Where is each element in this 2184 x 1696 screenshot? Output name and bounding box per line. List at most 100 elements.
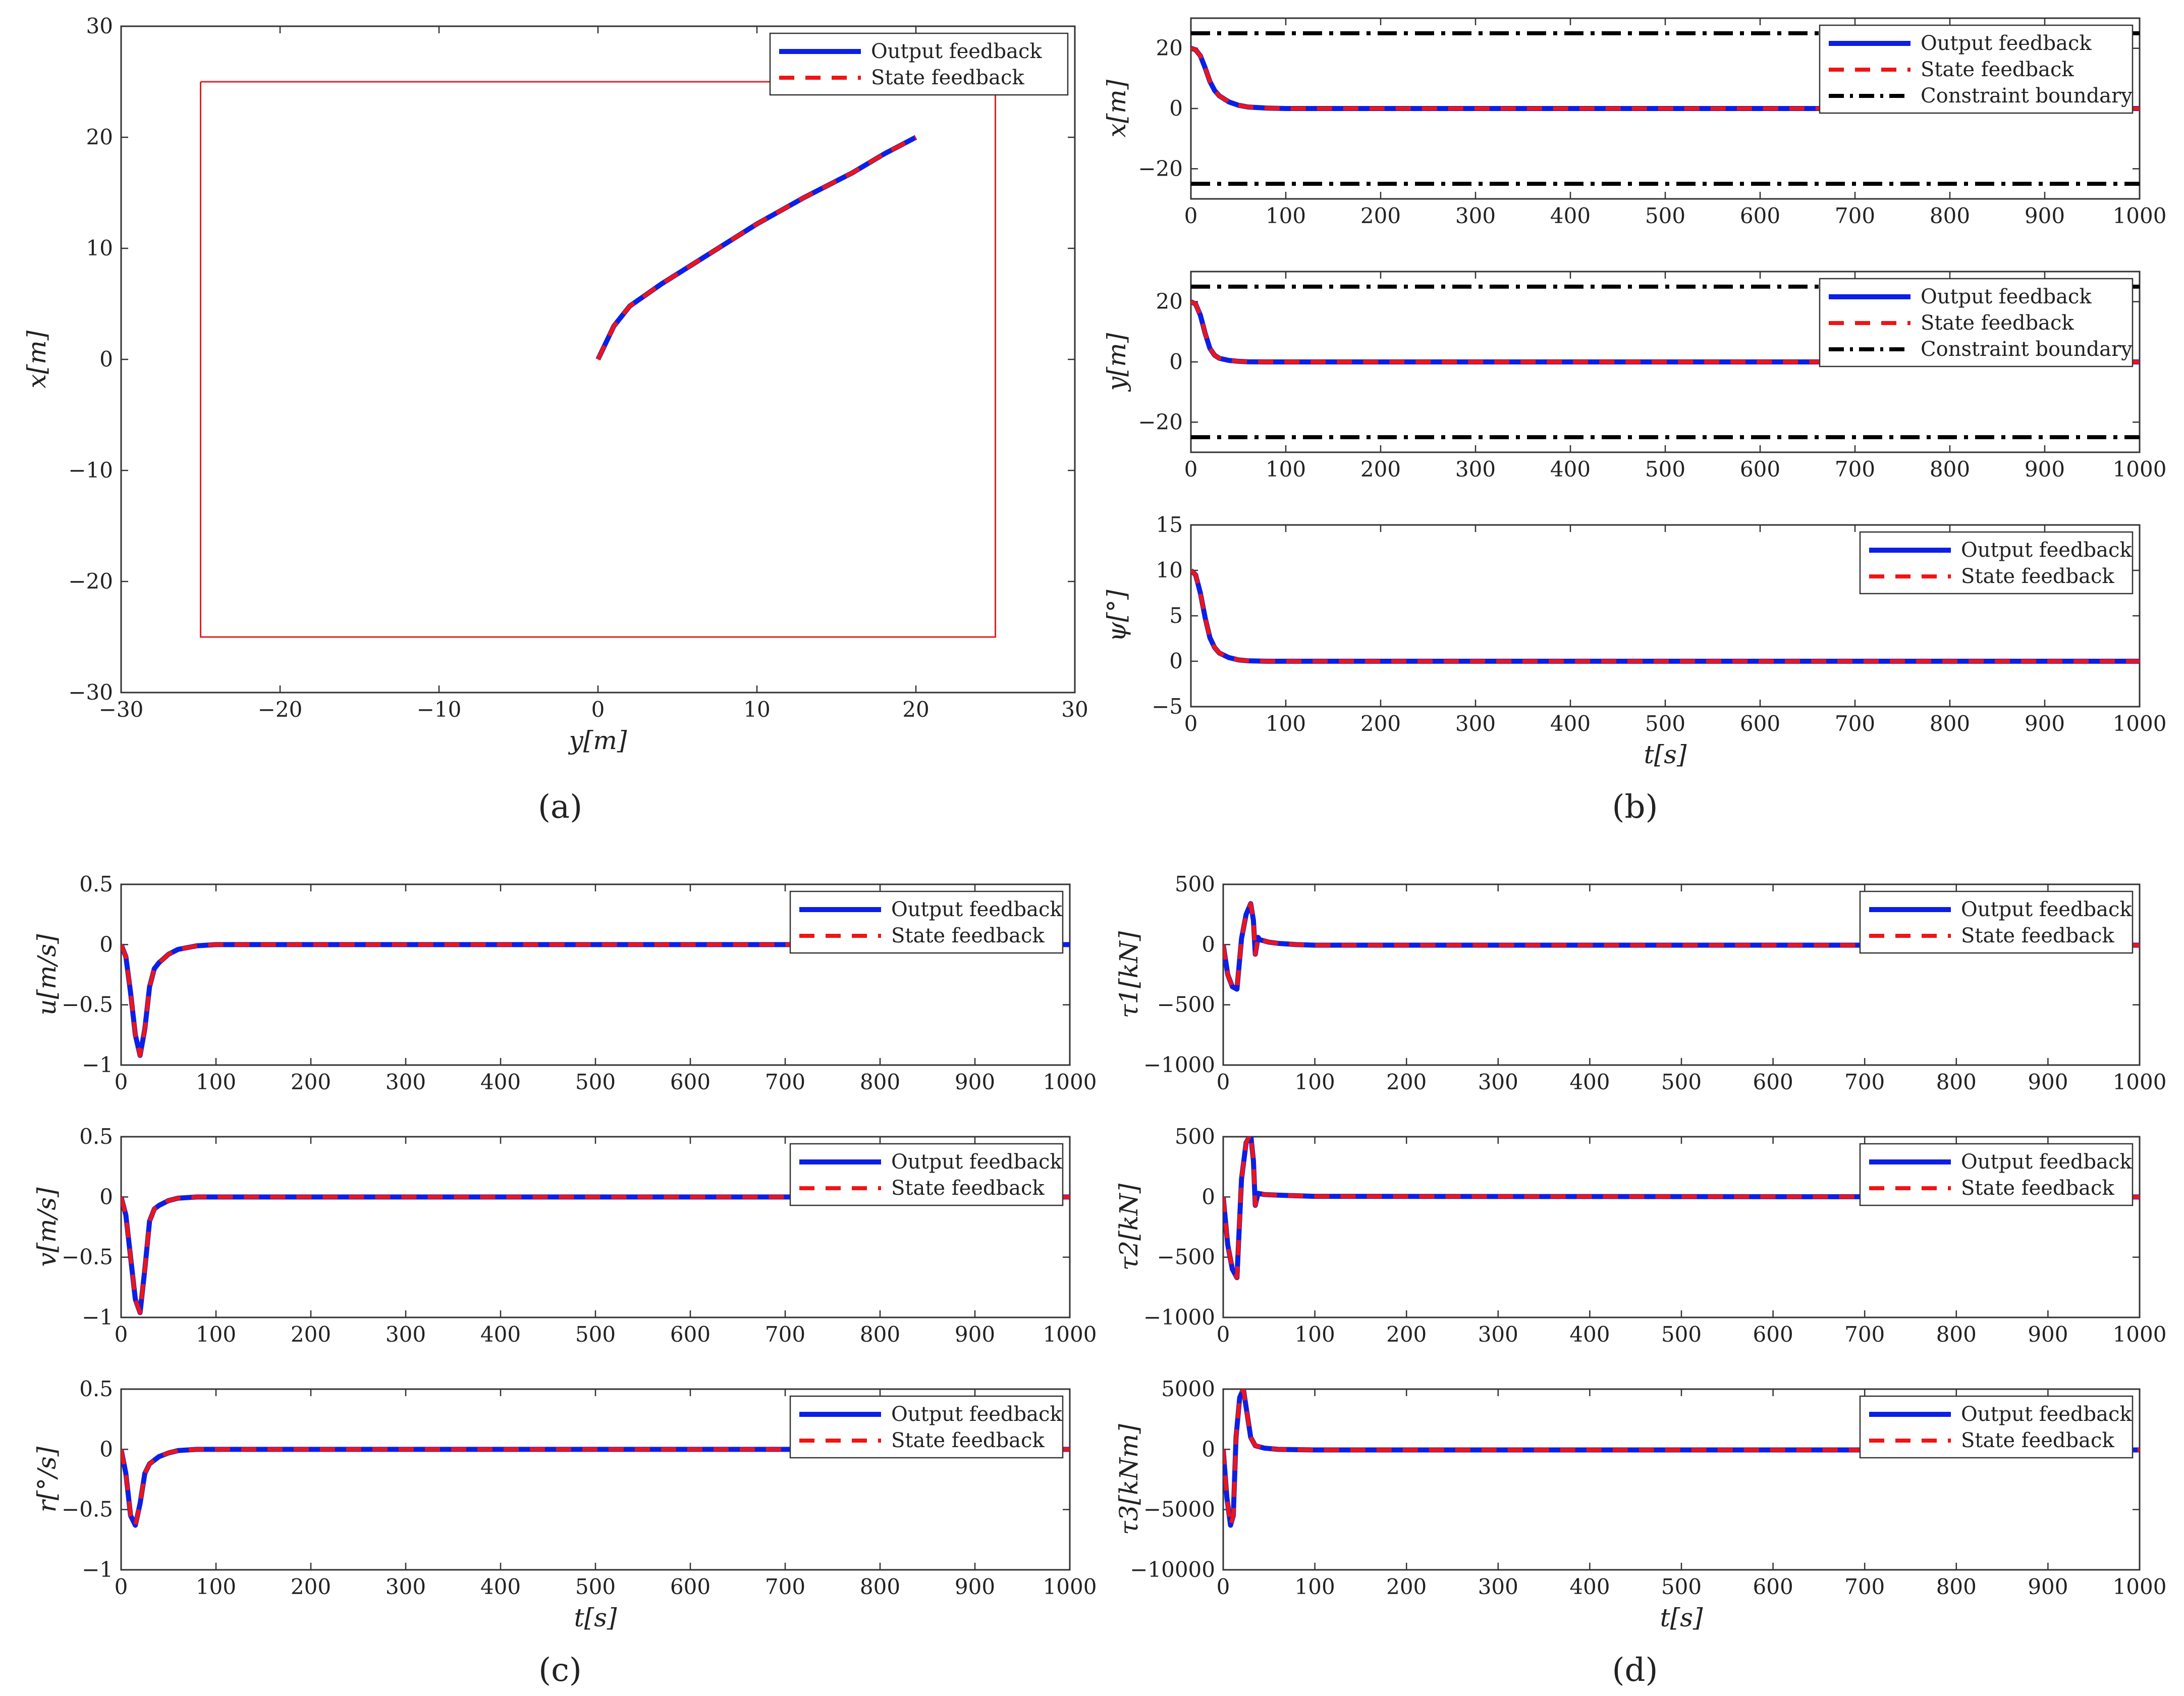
x-tick-label: 200 bbox=[1360, 711, 1401, 736]
x-tick-label: 300 bbox=[1455, 711, 1496, 736]
x-tick-label: 600 bbox=[670, 1070, 711, 1094]
legend-box bbox=[1859, 1395, 2134, 1459]
legend-output-label: Output feedback bbox=[1921, 285, 2092, 308]
series-state-feedback bbox=[1223, 1137, 2140, 1280]
constraint-box bbox=[200, 81, 996, 638]
legend-box bbox=[789, 1143, 1064, 1206]
y-tick-label: 0 bbox=[1202, 1437, 1215, 1461]
x-tick-label: 600 bbox=[670, 1322, 711, 1347]
y-tick-label: 0 bbox=[99, 347, 113, 372]
x-tick-label: 400 bbox=[1569, 1322, 1610, 1347]
legend-state-label: State feedback bbox=[871, 66, 1024, 89]
legend-box bbox=[1819, 278, 2134, 367]
x-tick-label: 900 bbox=[2025, 203, 2065, 228]
y-tick-label: 5 bbox=[1169, 603, 1183, 628]
x-tick-label: 300 bbox=[386, 1574, 426, 1599]
legend-box bbox=[1859, 531, 2134, 595]
chart-c3: 0 100 200 300 400 500 600 700 800 900 1000 −1 −0.5 0 0… bbox=[32, 1376, 1097, 1632]
x-tick-label: 300 bbox=[1455, 203, 1496, 228]
x-tick-label: 20 bbox=[902, 697, 929, 722]
chart-c2: 0 100 200 300 400 500 600 700 800 900 1000 −1 −0.5 0 0… bbox=[32, 1124, 1097, 1347]
y-axis-title: v[m/s] bbox=[32, 1187, 62, 1267]
legend-output-label: Output feedback bbox=[1961, 1150, 2132, 1174]
series-state-feedback bbox=[1223, 902, 2140, 991]
series-state-feedback bbox=[1223, 1389, 2140, 1527]
chart-c1: 0 100 200 300 400 500 600 700 800 900 1000 −1 −0.5 0 0… bbox=[32, 872, 1097, 1094]
y-axis-title: r[°/s] bbox=[32, 1446, 62, 1512]
series-state-feedback bbox=[1191, 569, 2140, 663]
legend: Output feedback State feedback bbox=[789, 1395, 1064, 1459]
y-tick-label: −500 bbox=[1157, 1245, 1215, 1269]
x-tick-label: 700 bbox=[765, 1322, 805, 1347]
x-tick-label: 0 bbox=[1184, 711, 1198, 736]
x-tick-label: 900 bbox=[955, 1322, 995, 1347]
x-tick-label: 1000 bbox=[1043, 1070, 1097, 1094]
x-tick-label: 30 bbox=[1061, 697, 1088, 722]
y-tick-label: −0.5 bbox=[62, 1497, 113, 1522]
chart-b1: 0 100 200 300 400 500 600 700 800 900 1000−20020x[… bbox=[1102, 17, 2166, 228]
x-tick-label: 500 bbox=[1661, 1070, 1702, 1094]
x-tick-label: 1000 bbox=[2113, 1070, 2167, 1094]
panel-label: (a) bbox=[538, 788, 582, 826]
x-tick-label: 200 bbox=[1360, 203, 1401, 228]
x-tick-label: 600 bbox=[1740, 457, 1780, 482]
legend-constraint-label: Constraint boundary bbox=[1921, 338, 2133, 361]
y-tick-label: −1000 bbox=[1143, 1052, 1215, 1077]
y-axis-title: τ3[kNm] bbox=[1114, 1424, 1143, 1535]
x-tick-label: 1000 bbox=[2113, 1574, 2167, 1599]
x-tick-label: 200 bbox=[1360, 457, 1401, 482]
x-tick-label: 700 bbox=[765, 1070, 805, 1094]
legend-state-label: State feedback bbox=[1961, 565, 2114, 588]
y-tick-label: 10 bbox=[1156, 558, 1183, 582]
legend-box bbox=[1859, 1143, 2134, 1206]
x-tick-label: 400 bbox=[1550, 203, 1591, 228]
x-tick-label: 400 bbox=[480, 1070, 521, 1094]
x-tick-label: 900 bbox=[2025, 711, 2065, 736]
panel-label: (b) bbox=[1612, 788, 1658, 826]
x-tick-label: 600 bbox=[1753, 1322, 1793, 1347]
legend-state-label: State feedback bbox=[1961, 924, 2114, 947]
legend-output-label: Output feedback bbox=[871, 40, 1042, 63]
x-tick-label: 200 bbox=[1386, 1322, 1427, 1347]
x-tick-label: 400 bbox=[1569, 1574, 1610, 1599]
y-tick-label: 0.5 bbox=[79, 1376, 113, 1401]
y-tick-label: 0.5 bbox=[79, 872, 113, 896]
x-tick-label: 800 bbox=[1930, 203, 1970, 228]
x-tick-label: 200 bbox=[291, 1574, 331, 1599]
x-tick-label: 100 bbox=[1266, 711, 1306, 736]
x-tick-label: 100 bbox=[1266, 457, 1306, 482]
y-tick-label: −20 bbox=[1138, 409, 1183, 434]
x-tick-label: 0 bbox=[591, 697, 605, 722]
legend: Output feedback State feedback bbox=[1859, 890, 2134, 954]
x-tick-label: 100 bbox=[196, 1574, 236, 1599]
y-tick-label: 0 bbox=[99, 1437, 113, 1461]
chart-d2: 0 100 200 300 400 500 600 700 800 900 1000 −1000 −50… bbox=[1114, 1124, 2166, 1347]
x-tick-label: 500 bbox=[1645, 203, 1685, 228]
y-tick-label: −5 bbox=[1152, 694, 1183, 719]
legend-state-label: State feedback bbox=[891, 924, 1045, 947]
x-tick-label: 0 bbox=[1184, 457, 1198, 482]
x-tick-label: 800 bbox=[1936, 1322, 1977, 1347]
x-tick-label: 200 bbox=[1386, 1070, 1427, 1094]
x-tick-label: 1000 bbox=[1043, 1322, 1097, 1347]
x-tick-label: 300 bbox=[1478, 1070, 1518, 1094]
y-tick-label: −10 bbox=[68, 458, 113, 483]
x-tick-label: 700 bbox=[1844, 1070, 1885, 1094]
chart-d3: 0 100 200 300 400 500 600 700 800 900 1000 −10000 −5… bbox=[1114, 1376, 2166, 1632]
y-tick-label: −5000 bbox=[1143, 1497, 1215, 1522]
x-tick-label: 300 bbox=[386, 1070, 426, 1094]
x-tick-label: 900 bbox=[955, 1574, 995, 1599]
y-axis-title: ψ[°] bbox=[1102, 590, 1131, 642]
legend: Output feedback State feedback Constraint … bbox=[1819, 278, 2134, 367]
legend-box bbox=[769, 32, 1069, 96]
legend-output-label: Output feedback bbox=[891, 1150, 1062, 1174]
y-tick-label: 20 bbox=[1156, 289, 1183, 314]
x-tick-label: 900 bbox=[2028, 1070, 2068, 1094]
x-tick-label: 700 bbox=[1835, 711, 1875, 736]
legend-state-label: State feedback bbox=[1921, 58, 2074, 81]
x-tick-label: 400 bbox=[1550, 711, 1591, 736]
y-axis-title: τ2[kN] bbox=[1114, 1183, 1143, 1270]
y-tick-label: −1 bbox=[82, 1305, 113, 1330]
x-tick-label: 400 bbox=[480, 1322, 521, 1347]
